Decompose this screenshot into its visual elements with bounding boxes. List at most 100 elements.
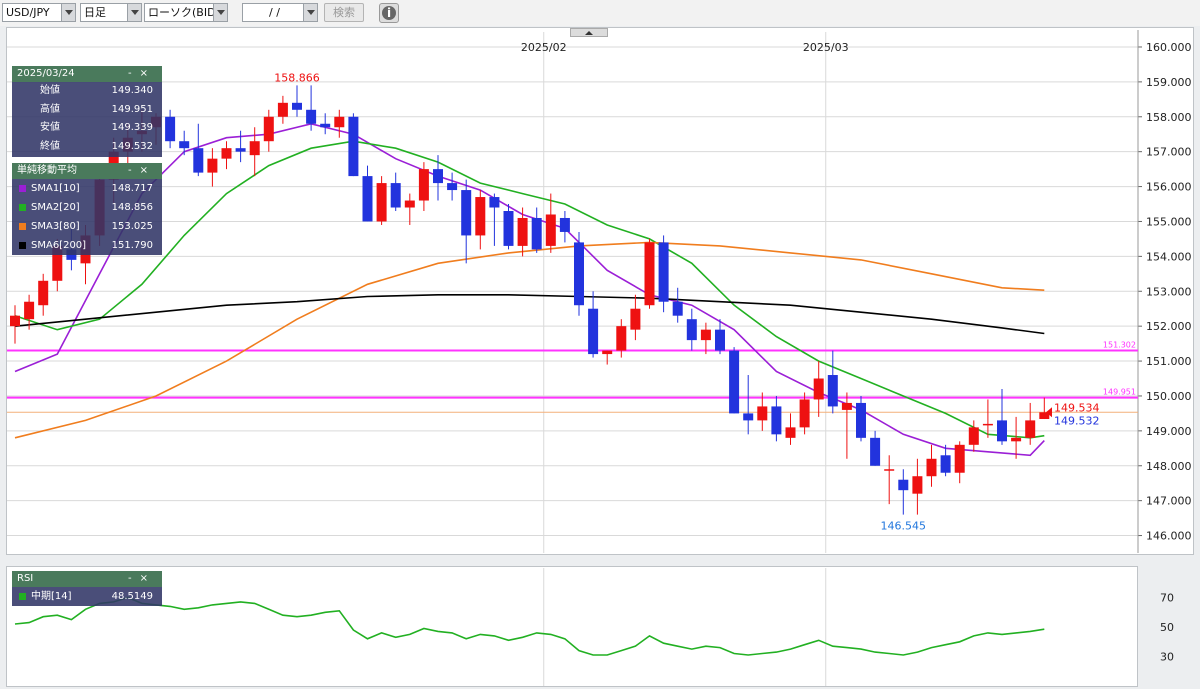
sma-label: SMA1[10]	[31, 183, 80, 194]
search-button[interactable]: 検索	[324, 3, 364, 22]
rsi-chart-frame	[6, 566, 1138, 687]
rsi-tick-label: 70	[1160, 592, 1174, 605]
chevron-down-icon	[127, 4, 141, 21]
price-panel-header: 2025/03/24 -×	[12, 66, 162, 82]
legend-swatch	[19, 204, 26, 211]
candle-body	[658, 242, 669, 302]
price-row-close: 終値 149.532	[12, 138, 162, 157]
rsi-panel-title: RSI	[17, 573, 34, 584]
candle-body	[813, 378, 824, 400]
y-tick-label: 147.000	[1146, 495, 1192, 508]
sma-line	[14, 241, 1045, 439]
candle-body	[277, 102, 288, 117]
candle-body	[827, 375, 838, 407]
chevron-down-icon	[61, 4, 75, 21]
candle-body	[644, 242, 655, 306]
x-tick-label: 2025/03	[803, 41, 849, 54]
y-tick-label: 154.000	[1146, 250, 1192, 263]
candle-body	[898, 479, 909, 491]
x-tick-label: 2025/02	[521, 41, 567, 54]
horizontal-line-label: 151.302	[1103, 341, 1136, 350]
rsi-line	[14, 596, 1045, 656]
candle-body	[348, 116, 359, 177]
minimize-button[interactable]: -	[128, 165, 140, 176]
price-row-high: 高値 149.951	[12, 101, 162, 120]
date-input[interactable]: / /	[242, 3, 318, 22]
price-value: 149.340	[111, 85, 153, 96]
price-info-panel: 2025/03/24 -× 始値 149.340 高値 149.951 安値 149.…	[12, 66, 162, 157]
candle-body	[729, 350, 740, 414]
candle-body	[672, 301, 683, 316]
rsi-panel-header: RSI -×	[12, 571, 162, 587]
candle-body	[700, 329, 711, 341]
candle-body	[475, 197, 486, 236]
chevron-down-icon	[213, 4, 227, 21]
minimize-button[interactable]: -	[128, 573, 140, 584]
collapse-toggle-button[interactable]	[570, 28, 608, 37]
candle-body	[982, 423, 993, 426]
candle-body	[912, 476, 923, 494]
timeframe-value: 日足	[84, 6, 106, 19]
legend-swatch	[19, 593, 26, 600]
legend-swatch	[19, 223, 26, 230]
candle-body	[249, 141, 260, 156]
candle-body	[52, 245, 63, 281]
candle-body	[841, 402, 852, 410]
price-label: 安値	[40, 122, 60, 134]
candle-body	[785, 427, 796, 438]
candle-body	[263, 116, 274, 142]
close-button[interactable]: ×	[139, 68, 156, 79]
price-value: 149.339	[111, 122, 153, 134]
candle-body	[884, 469, 895, 471]
sma-row: SMA1[10] 148.717	[12, 179, 162, 198]
sma-line	[14, 140, 1045, 439]
sma-row: SMA6[200] 151.790	[12, 236, 162, 255]
y-tick-label: 146.000	[1146, 530, 1192, 543]
candle-body	[376, 183, 387, 222]
current-bid-label: 149.534	[1054, 401, 1100, 414]
calendar-dropdown-icon	[303, 4, 317, 21]
current-close-label: 149.532	[1054, 414, 1100, 427]
candle-body	[334, 116, 345, 128]
y-tick-label: 151.000	[1146, 355, 1192, 368]
candle-body	[968, 427, 979, 445]
candle-body	[926, 458, 937, 477]
price-row-open: 始値 149.340	[12, 82, 162, 101]
symbol-select[interactable]: USD/JPY	[2, 3, 76, 22]
legend-swatch	[19, 185, 26, 192]
candle-body	[771, 406, 782, 435]
chart-type-select[interactable]: ローソク(BID)	[144, 3, 228, 22]
candle-body	[799, 399, 810, 428]
candle-body	[531, 217, 542, 250]
rsi-value: 48.5149	[111, 591, 153, 602]
candle-body	[757, 406, 768, 421]
sma-row: SMA3[80] 153.025	[12, 217, 162, 236]
candle-body	[24, 301, 35, 320]
sma-line	[14, 122, 1045, 457]
rsi-panel: RSI -× 中期[14] 48.5149	[12, 571, 162, 606]
candle-body	[320, 123, 331, 128]
toolbar: USD/JPY 日足 ローソク(BID) / / 検索 i	[0, 0, 1200, 26]
price-value: 149.532	[111, 141, 153, 153]
close-button[interactable]: ×	[139, 165, 156, 176]
candle-body	[616, 326, 627, 351]
sma-label: SMA6[200]	[31, 240, 87, 251]
minimize-button[interactable]: -	[128, 68, 140, 79]
info-icon[interactable]: i	[379, 3, 399, 23]
candle-body	[193, 148, 204, 173]
price-annotation: 146.545	[881, 520, 927, 533]
timeframe-select[interactable]: 日足	[80, 3, 142, 22]
rsi-tick-label: 30	[1160, 651, 1174, 664]
price-label: 始値	[40, 85, 60, 96]
candle-body	[940, 455, 951, 473]
sma-panel-title: 単純移動平均	[17, 165, 77, 176]
candle-body	[559, 217, 570, 232]
close-button[interactable]: ×	[139, 573, 156, 584]
y-tick-label: 153.000	[1146, 285, 1192, 298]
sma-value: 153.025	[111, 221, 153, 232]
date-value: / /	[269, 6, 280, 19]
sma-label: SMA2[20]	[31, 202, 80, 213]
candle-body	[588, 308, 599, 355]
candle-body	[447, 183, 458, 191]
candle-body	[292, 102, 302, 110]
